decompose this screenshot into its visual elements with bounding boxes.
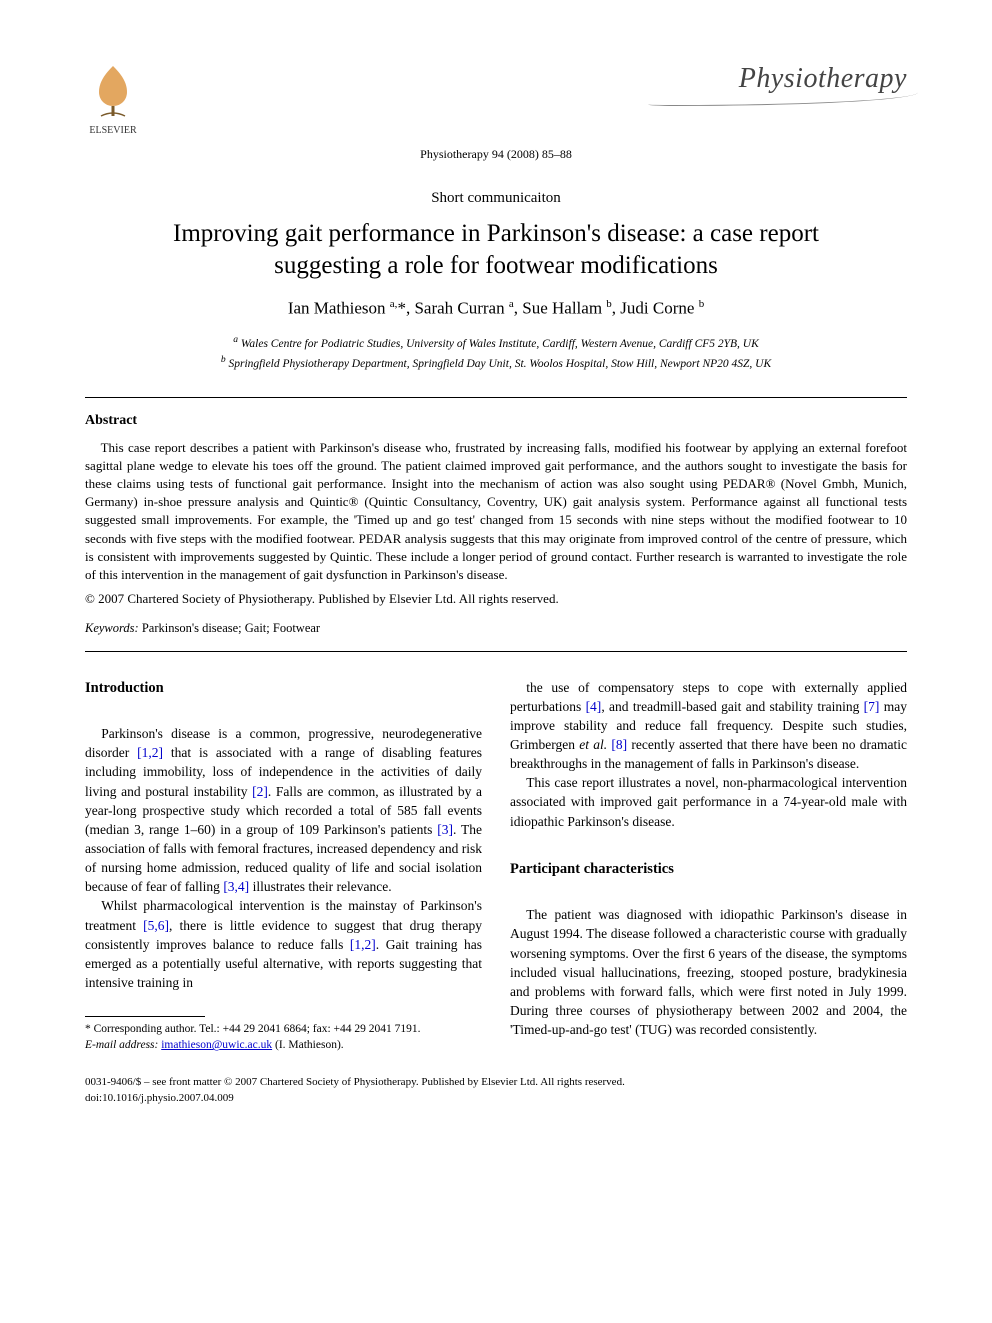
keywords: Keywords: Parkinson's disease; Gait; Foo… [85,620,907,637]
keywords-label: Keywords: [85,621,139,635]
footer-block: 0031-9406/$ – see front matter © 2007 Ch… [85,1075,907,1106]
footer-line2: doi:10.1016/j.physio.2007.04.009 [85,1091,907,1106]
publisher-name: ELSEVIER [89,124,136,138]
authors-line: Ian Mathieson a,*, Sarah Curran a, Sue H… [85,297,907,321]
footer-line1: 0031-9406/$ – see front matter © 2007 Ch… [85,1075,907,1090]
abstract-copyright: © 2007 Chartered Society of Physiotherap… [85,590,907,608]
right-p3: The patient was diagnosed with idiopathi… [510,905,907,1039]
footnote-marker: * [85,1023,91,1035]
elsevier-tree-icon [85,60,141,122]
keywords-text: Parkinson's disease; Gait; Footwear [142,621,320,635]
rule-top [85,397,907,398]
abstract-label: Abstract [85,412,907,431]
citation-line: Physiotherapy 94 (2008) 85–88 [85,146,907,162]
heading-introduction: Introduction [85,678,482,699]
affiliation-a: a Wales Centre for Podiatric Studies, Un… [85,333,907,353]
journal-logo: Physiotherapy [739,60,907,106]
email-who: (I. Mathieson). [275,1039,344,1051]
column-right: the use of compensatory steps to cope wi… [510,678,907,1054]
footnote-rule [85,1016,205,1017]
affiliations: a Wales Centre for Podiatric Studies, Un… [85,333,907,373]
footnote-text: Corresponding author. Tel.: +44 29 2041 … [94,1023,421,1035]
right-p1: the use of compensatory steps to cope wi… [510,678,907,774]
intro-p1: Parkinson's disease is a common, progres… [85,724,482,896]
intro-p2: Whilst pharmacological intervention is t… [85,896,482,992]
rule-bottom [85,651,907,652]
affiliation-b: b Springfield Physiotherapy Department, … [85,353,907,373]
publisher-logo: ELSEVIER [85,60,141,138]
right-p2: This case report illustrates a novel, no… [510,773,907,830]
article-title: Improving gait performance in Parkinson'… [125,218,867,283]
header-row: ELSEVIER Physiotherapy [85,60,907,138]
email-label: E-mail address: [85,1039,158,1051]
body-columns: Introduction Parkinson's disease is a co… [85,678,907,1054]
corresponding-footnote: * Corresponding author. Tel.: +44 29 204… [85,1021,482,1053]
article-type: Short communicaiton [85,188,907,208]
abstract-text: This case report describes a patient wit… [85,439,907,585]
email-link[interactable]: imathieson@uwic.ac.uk [161,1039,272,1051]
column-left: Introduction Parkinson's disease is a co… [85,678,482,1054]
heading-participant: Participant characteristics [510,859,907,880]
